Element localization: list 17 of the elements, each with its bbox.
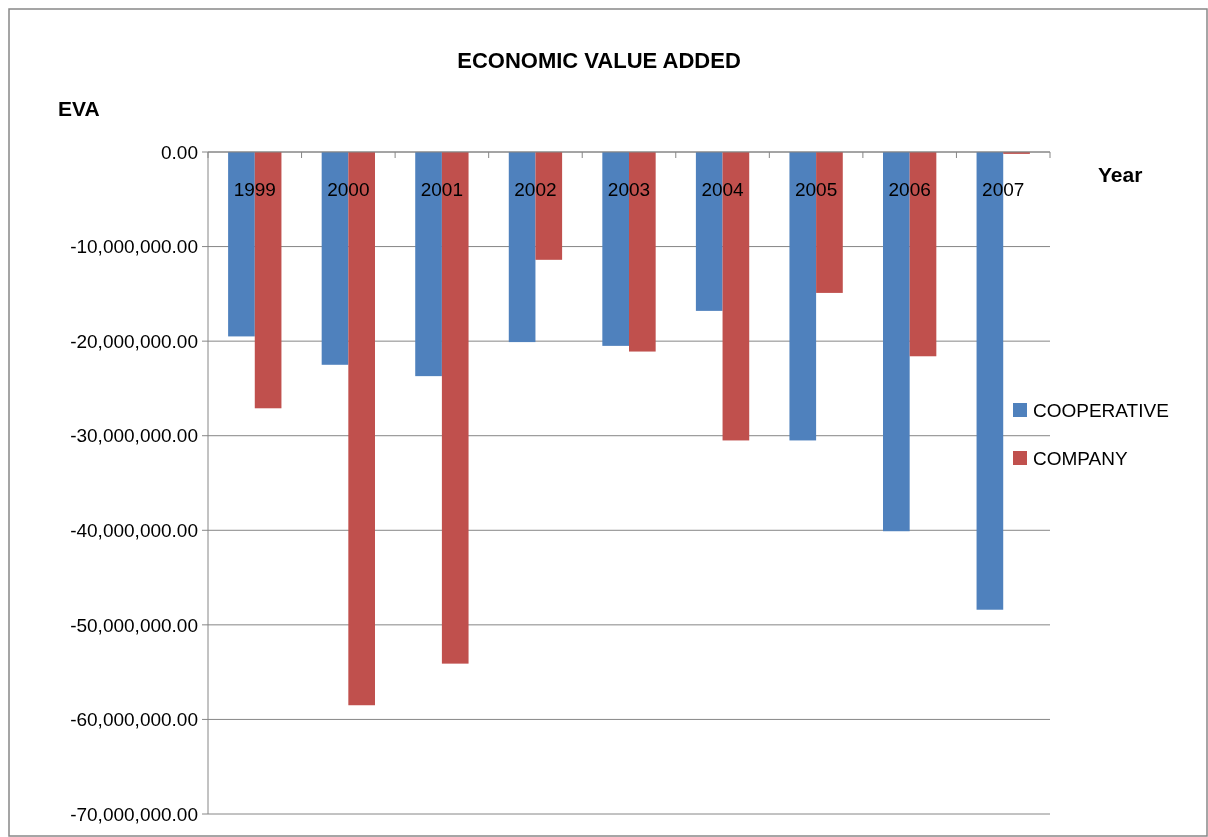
y-tick-label: 0.00 — [161, 141, 198, 163]
y-tick-label: -10,000,000.00 — [70, 236, 198, 258]
x-tick-label: 2006 — [888, 179, 931, 200]
legend-label: COMPANY — [1033, 447, 1128, 469]
y-tick-label: -30,000,000.00 — [70, 425, 198, 447]
chart-title: ECONOMIC VALUE ADDED — [457, 48, 741, 73]
y-tick-label: -60,000,000.00 — [70, 709, 198, 731]
y-tick-label: -20,000,000.00 — [70, 330, 198, 352]
x-tick-label: 2004 — [701, 179, 745, 200]
y-tick-label: -40,000,000.00 — [70, 519, 198, 541]
y-tick-label: -50,000,000.00 — [70, 614, 198, 636]
legend-label: COOPERATIVE — [1033, 399, 1169, 421]
x-axis-title: Year — [1098, 163, 1143, 186]
y-axis-title: EVA — [58, 97, 100, 120]
x-tick-label: 1999 — [233, 179, 276, 200]
y-tick-label: -70,000,000.00 — [70, 803, 198, 825]
x-tick-label: 2003 — [607, 179, 651, 200]
